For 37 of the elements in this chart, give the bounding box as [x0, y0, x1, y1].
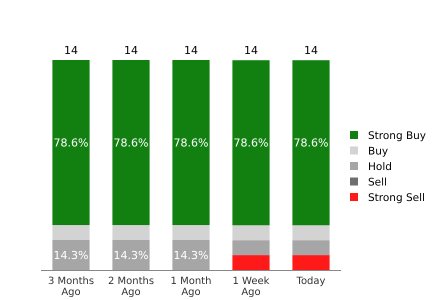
bar — [232, 225, 270, 240]
data-label: 78.6% — [114, 136, 148, 150]
text: 14 — [124, 44, 138, 57]
x-tick-label: 3 Months Ago — [48, 276, 94, 298]
x-tick-label: 1 Week Ago — [232, 276, 270, 298]
bar — [172, 60, 210, 226]
x-tick-label: 1 Month Ago — [170, 276, 212, 298]
data-label: 14.3% — [174, 248, 208, 262]
data-label: 78.6% — [174, 136, 208, 150]
legend-label: Strong Sell — [368, 192, 425, 204]
x-tick-label: Today — [296, 276, 326, 287]
legend-label: Hold — [368, 161, 392, 173]
x-tick-label: 2 Months Ago — [108, 276, 154, 298]
text: 14 — [244, 44, 258, 58]
data-label: 14.3% — [54, 248, 88, 262]
text: 14 — [64, 44, 78, 57]
text: 14 — [304, 44, 318, 58]
legend-label: Buy — [368, 146, 388, 158]
bar — [112, 60, 150, 226]
legend-label: Strong Buy — [368, 130, 426, 142]
bar — [52, 60, 90, 226]
data-label: 14.3% — [114, 248, 148, 262]
data-label: 78.6% — [294, 136, 328, 150]
bar — [292, 240, 330, 256]
data-label: 78.6% — [234, 136, 268, 150]
text: 14 — [184, 44, 198, 57]
bar — [232, 60, 270, 226]
bar — [232, 240, 270, 256]
bar — [292, 60, 330, 226]
legend-label: Sell — [368, 176, 387, 188]
data-label: 78.6% — [54, 136, 88, 150]
bar — [232, 255, 270, 270]
bar — [52, 225, 90, 240]
bar — [292, 225, 330, 240]
bar — [292, 255, 330, 270]
bar — [172, 225, 210, 240]
bar — [112, 225, 150, 240]
